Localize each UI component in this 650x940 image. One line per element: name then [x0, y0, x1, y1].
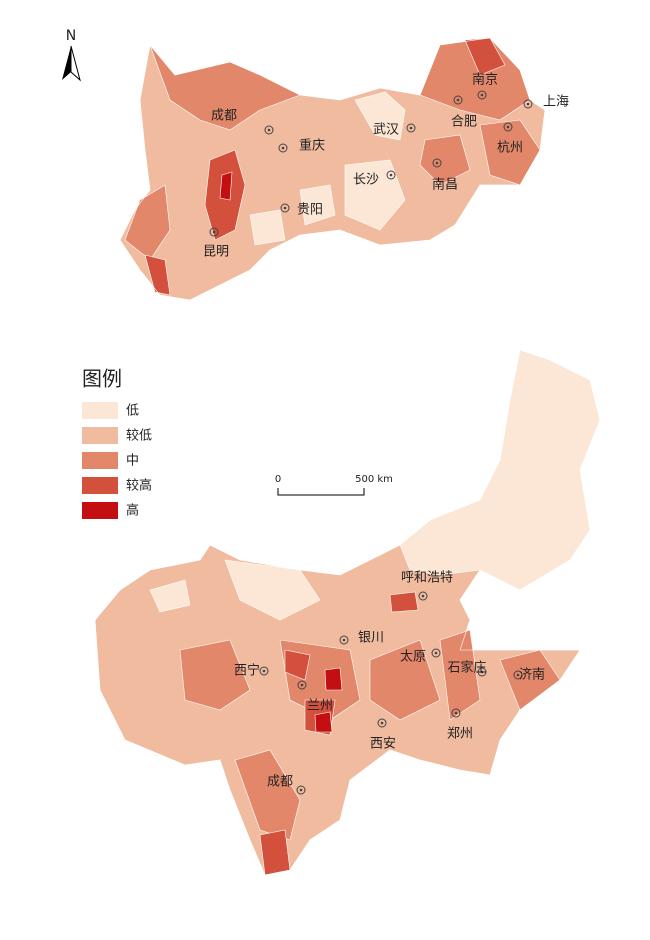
- city-marker: [477, 667, 487, 677]
- city-marker: [280, 203, 290, 213]
- city-marker-dot: [454, 711, 458, 715]
- city-label: 石家庄: [447, 660, 486, 676]
- city-marker-dot: [300, 683, 304, 687]
- legend-label: 较低: [126, 429, 152, 444]
- city-label: 成都: [267, 775, 293, 790]
- city-marker: [432, 158, 442, 168]
- city-marker: [523, 99, 533, 109]
- city-label: 南昌: [432, 177, 458, 193]
- city-marker-dot: [283, 206, 287, 210]
- city-label: 武汉: [373, 123, 399, 138]
- city-label: 南京: [472, 72, 498, 88]
- legend-label: 中: [126, 454, 139, 469]
- city-label: 济南: [519, 667, 545, 683]
- city-marker: [296, 785, 306, 795]
- city-marker-dot: [480, 93, 484, 97]
- city-label: 太原: [400, 650, 426, 665]
- legend-swatch: [82, 452, 118, 469]
- city-marker: [406, 123, 416, 133]
- city-label: 长沙: [353, 173, 379, 188]
- legend-title: 图例: [82, 367, 122, 391]
- legend-swatch: [82, 477, 118, 494]
- north-arrow: N: [62, 28, 81, 82]
- lower-map: [94, 349, 601, 876]
- city-marker-dot: [434, 651, 438, 655]
- city-label: 兰州: [307, 699, 333, 714]
- city-marker: [259, 666, 269, 676]
- city-label: 西安: [370, 737, 396, 752]
- city-marker-dot: [456, 98, 460, 102]
- city-marker-dot: [342, 638, 346, 642]
- city-marker: [297, 680, 307, 690]
- city-marker: [503, 122, 513, 132]
- city-marker-dot: [299, 788, 303, 792]
- scale-bar: 0 500 km: [275, 474, 393, 496]
- city-label: 成都: [211, 109, 237, 124]
- city-marker: [264, 125, 274, 135]
- legend-swatch: [82, 427, 118, 444]
- city-marker-dot: [267, 128, 271, 132]
- city-marker-dot: [526, 102, 530, 106]
- city-marker-dot: [435, 161, 439, 165]
- city-marker-dot: [409, 126, 413, 130]
- legend-label: 较高: [126, 478, 152, 494]
- city-marker: [339, 635, 349, 645]
- scale-label: 500 km: [355, 474, 393, 485]
- city-label: 郑州: [447, 727, 473, 742]
- scale-label: 0: [275, 474, 281, 485]
- city-marker-dot: [262, 669, 266, 673]
- city-marker: [386, 170, 396, 180]
- north-label: N: [66, 28, 76, 44]
- city-marker-dot: [421, 594, 425, 598]
- legend-swatch: [82, 402, 118, 419]
- city-label: 昆明: [203, 245, 229, 260]
- city-marker: [451, 708, 461, 718]
- city-marker: [418, 591, 428, 601]
- city-label: 杭州: [497, 141, 523, 156]
- city-marker-dot: [480, 670, 484, 674]
- city-marker: [513, 670, 523, 680]
- legend-swatch: [82, 502, 118, 519]
- city-marker-dot: [506, 125, 510, 129]
- city-label: 银川: [358, 631, 384, 646]
- city-marker: [377, 718, 387, 728]
- city-marker-dot: [380, 721, 384, 725]
- city-marker-dot: [281, 146, 285, 150]
- upper-map: [119, 37, 546, 301]
- city-marker: [278, 143, 288, 153]
- legend-label: 高: [126, 503, 139, 519]
- city-label: 合肥: [451, 115, 477, 130]
- city-marker-dot: [212, 230, 216, 234]
- city-marker-dot: [516, 673, 520, 677]
- city-label: 上海: [543, 95, 569, 110]
- city-label: 重庆: [299, 138, 325, 154]
- city-marker: [209, 227, 219, 237]
- city-marker-dot: [389, 173, 393, 177]
- legend-label: 低: [126, 404, 139, 419]
- city-marker: [477, 90, 487, 100]
- city-marker: [431, 648, 441, 658]
- city-label: 呼和浩特: [401, 571, 453, 586]
- city-marker: [453, 95, 463, 105]
- city-label: 西宁: [234, 663, 260, 679]
- city-label: 贵阳: [297, 203, 323, 218]
